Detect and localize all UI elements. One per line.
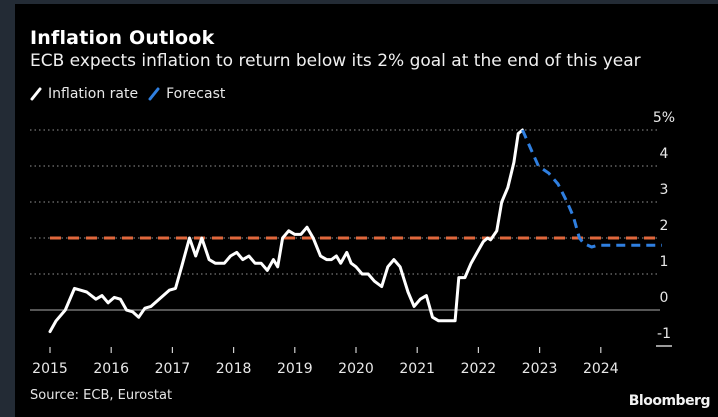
x-tick-label: 2022 (461, 361, 497, 377)
x-axis: 2015 2016 2017 2018 2019 2020 2021 2022 2023 2024 (32, 347, 619, 377)
y-tick-label: 1 (660, 254, 669, 270)
series-forecast (521, 129, 662, 249)
x-tick-label: 2019 (277, 361, 313, 377)
y-axis: 5% 4 3 2 1 0 -1 (653, 110, 675, 347)
legend-label-inflation-rate: Inflation rate (48, 86, 139, 102)
bloomberg-logo: Bloomberg (628, 393, 711, 409)
legend: Inflation rate Forecast (30, 86, 235, 102)
y-tick-label: -1 (657, 326, 671, 342)
legend-label-forecast: Forecast (166, 86, 226, 102)
forecast-swatch-icon (148, 87, 160, 101)
y-tick-label: 2 (660, 218, 669, 234)
x-tick-label: 2017 (155, 361, 191, 377)
legend-item-inflation-rate: Inflation rate (30, 86, 138, 102)
y-tick-label: 5% (653, 110, 675, 126)
x-tick-label: 2016 (93, 361, 129, 377)
series-inflation-rate (48, 128, 524, 334)
x-tick-label: 2023 (522, 361, 558, 377)
x-tick-label: 2020 (338, 361, 374, 377)
x-tick-label: 2018 (216, 361, 252, 377)
inflation-rate-swatch-icon (30, 87, 42, 101)
x-tick-label: 2024 (583, 361, 619, 377)
x-tick-label: 2021 (399, 361, 435, 377)
source-note: Source: ECB, Eurostat (30, 388, 173, 403)
y-tick-label: 4 (660, 146, 669, 162)
chart-subtitle: ECB expects inflation to return below it… (30, 51, 641, 71)
series (48, 128, 662, 334)
chart-title: Inflation Outlook (30, 27, 215, 49)
y-tick-label: 0 (660, 290, 669, 306)
y-tick-label: 3 (660, 182, 669, 198)
legend-item-forecast: Forecast (148, 86, 225, 102)
grid-lines (30, 129, 660, 311)
x-tick-label: 2015 (32, 361, 68, 377)
